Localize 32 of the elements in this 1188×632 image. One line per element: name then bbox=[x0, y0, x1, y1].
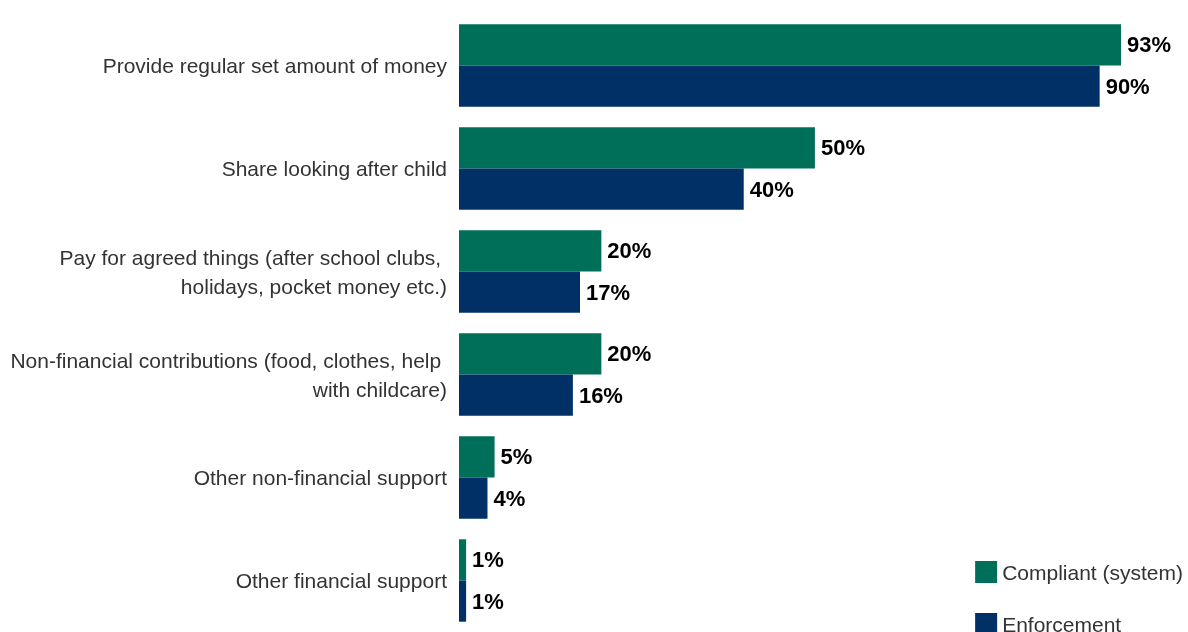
data-label: 1% bbox=[472, 588, 504, 614]
data-label: 17% bbox=[586, 279, 631, 305]
bar bbox=[459, 333, 602, 375]
data-label: 4% bbox=[493, 485, 526, 511]
bar bbox=[459, 580, 467, 622]
data-label: 20% bbox=[607, 238, 652, 264]
bar bbox=[459, 374, 573, 416]
bar bbox=[459, 271, 581, 313]
legend-label: Compliant (system) bbox=[1002, 560, 1184, 584]
data-label: 1% bbox=[472, 547, 504, 573]
data-label: 90% bbox=[1105, 73, 1150, 99]
bar bbox=[459, 24, 1121, 66]
legend-label: Enforcement bbox=[1002, 612, 1122, 632]
data-label: 50% bbox=[820, 135, 865, 161]
y-tick-label: Non-financial contributions (food, clothes, help with childcare) bbox=[10, 348, 447, 401]
y-tick-label: Pay for agreed things (after school clubs, holidays, pocket money etc.) bbox=[59, 245, 447, 298]
y-tick-label: Other non-financial support bbox=[193, 466, 448, 489]
y-tick-label: Share looking after child bbox=[221, 157, 447, 180]
bar bbox=[459, 168, 744, 210]
data-label: 40% bbox=[749, 176, 794, 202]
bar bbox=[459, 127, 815, 169]
bar bbox=[459, 539, 467, 581]
y-tick-label: Provide regular set amount of money bbox=[102, 54, 448, 77]
bar bbox=[459, 230, 602, 272]
y-tick-label: Other financial support bbox=[235, 569, 448, 592]
data-label: 20% bbox=[607, 341, 652, 367]
bar bbox=[459, 65, 1100, 107]
data-label: 16% bbox=[578, 382, 623, 408]
bar bbox=[459, 436, 495, 478]
bar bbox=[459, 477, 488, 519]
data-label: 93% bbox=[1127, 32, 1172, 58]
data-label: 5% bbox=[500, 444, 533, 470]
